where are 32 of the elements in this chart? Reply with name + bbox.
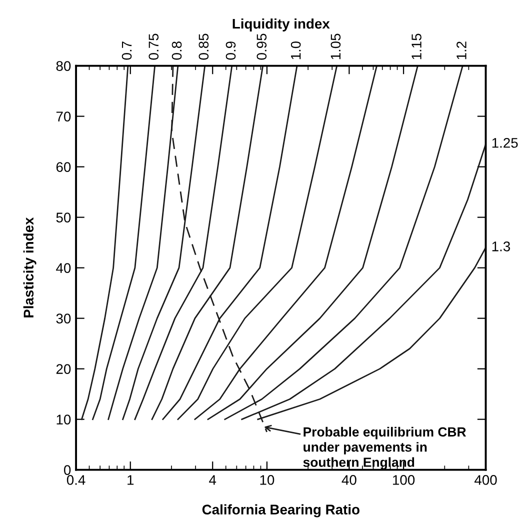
series-label: 1.3 — [492, 241, 510, 252]
x-tick-label: 40 — [342, 475, 356, 485]
x-tick-label: 100 — [393, 475, 415, 485]
text: 1.0 — [290, 41, 301, 60]
y-tick-label: 50 — [56, 212, 71, 222]
y-tick-label: 80 — [56, 61, 71, 71]
y-tick-label: 60 — [56, 162, 71, 172]
y-tick-label: 70 — [56, 112, 71, 122]
y-tick-label: 30 — [56, 314, 71, 324]
text: 1.05 — [330, 34, 341, 60]
x-tick-label: 4 — [209, 475, 216, 485]
series-label: 1.25 — [492, 138, 518, 148]
text: 0.8 — [172, 42, 182, 60]
text: 0.95 — [256, 34, 267, 60]
x-axis-title: California Bearing Ratio — [202, 504, 360, 518]
x-tick-label: 1 — [128, 475, 134, 485]
annotation: Probable equilibrium CBR under pavements in southern England — [303, 426, 466, 470]
y-tick-label: 10 — [56, 414, 71, 424]
y-axis-title: Plasticity index — [23, 217, 36, 318]
y-tick-label: 40 — [56, 263, 71, 273]
text: 0.9 — [226, 42, 236, 60]
text: 0.7 — [122, 42, 132, 60]
x-tick-label: 400 — [474, 475, 497, 485]
y-tick-label: 20 — [56, 364, 71, 374]
text: 0.85 — [198, 34, 209, 60]
x-tick-label: 0.4 — [66, 475, 86, 485]
text: 0.75 — [148, 34, 159, 60]
legend-title: Liquidity index — [232, 18, 330, 32]
y-tick-label: 0 — [64, 465, 71, 475]
x-tick-label: 10 — [260, 475, 274, 485]
text: 1.15 — [412, 34, 422, 60]
text: 1.2 — [456, 42, 466, 60]
